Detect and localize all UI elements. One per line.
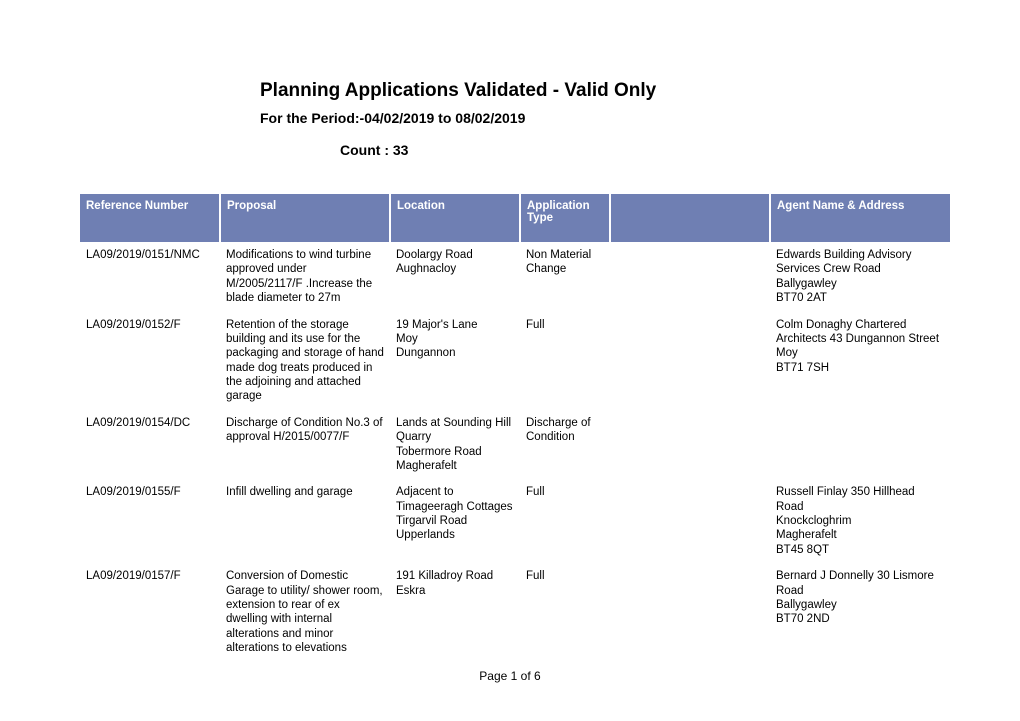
cell-apptype: Non Material Change	[520, 242, 610, 312]
col-header-location: Location	[390, 194, 520, 242]
period-range: For the Period:-04/02/2019 to 08/02/2019	[260, 110, 940, 126]
table-row: LA09/2019/0152/F Retention of the storag…	[80, 312, 950, 410]
table-header-row: Reference Number Proposal Location Appli…	[80, 194, 950, 242]
page-title: Planning Applications Validated - Valid …	[260, 80, 940, 102]
cell-agent: Bernard J Donnelly 30 Lismore Road Bally…	[770, 563, 950, 661]
col-header-proposal: Proposal	[220, 194, 390, 242]
cell-reference: LA09/2019/0152/F	[80, 312, 220, 410]
cell-proposal: Retention of the storage building and it…	[220, 312, 390, 410]
cell-agent: Russell Finlay 350 Hillhead Road Knockcl…	[770, 479, 950, 563]
table-row: LA09/2019/0157/F Conversion of Domestic …	[80, 563, 950, 661]
col-header-blank	[610, 194, 770, 242]
cell-location: Adjacent to Timageeragh Cottages Tirgarv…	[390, 479, 520, 563]
cell-proposal: Modifications to wind turbine approved u…	[220, 242, 390, 312]
cell-apptype: Full	[520, 563, 610, 661]
report-page: Planning Applications Validated - Valid …	[0, 0, 1020, 661]
cell-location: 19 Major's Lane Moy Dungannon	[390, 312, 520, 410]
table-row: LA09/2019/0151/NMC Modifications to wind…	[80, 242, 950, 312]
cell-location: Doolargy Road Aughnacloy	[390, 242, 520, 312]
table-row: LA09/2019/0154/DC Discharge of Condition…	[80, 410, 950, 480]
cell-blank	[610, 410, 770, 480]
cell-apptype: Full	[520, 312, 610, 410]
cell-blank	[610, 242, 770, 312]
cell-reference: LA09/2019/0157/F	[80, 563, 220, 661]
applications-table: Reference Number Proposal Location Appli…	[80, 194, 950, 661]
cell-proposal: Discharge of Condition No.3 of approval …	[220, 410, 390, 480]
col-header-apptype: Application Type	[520, 194, 610, 242]
cell-proposal: Conversion of Domestic Garage to utility…	[220, 563, 390, 661]
cell-agent: Edwards Building Advisory Services Crew …	[770, 242, 950, 312]
cell-apptype: Discharge of Condition	[520, 410, 610, 480]
cell-location: Lands at Sounding Hill Quarry Tobermore …	[390, 410, 520, 480]
page-number: Page 1 of 6	[0, 669, 1020, 683]
cell-reference: LA09/2019/0155/F	[80, 479, 220, 563]
cell-blank	[610, 563, 770, 661]
cell-blank	[610, 479, 770, 563]
table-row: LA09/2019/0155/F Infill dwelling and gar…	[80, 479, 950, 563]
record-count: Count : 33	[340, 142, 940, 158]
cell-agent: Colm Donaghy Chartered Architects 43 Dun…	[770, 312, 950, 410]
cell-proposal: Infill dwelling and garage	[220, 479, 390, 563]
col-header-agent: Agent Name & Address	[770, 194, 950, 242]
cell-location: 191 Killadroy Road Eskra	[390, 563, 520, 661]
col-header-reference: Reference Number	[80, 194, 220, 242]
cell-apptype: Full	[520, 479, 610, 563]
table-body: LA09/2019/0151/NMC Modifications to wind…	[80, 242, 950, 661]
cell-agent	[770, 410, 950, 480]
cell-reference: LA09/2019/0151/NMC	[80, 242, 220, 312]
cell-blank	[610, 312, 770, 410]
cell-reference: LA09/2019/0154/DC	[80, 410, 220, 480]
